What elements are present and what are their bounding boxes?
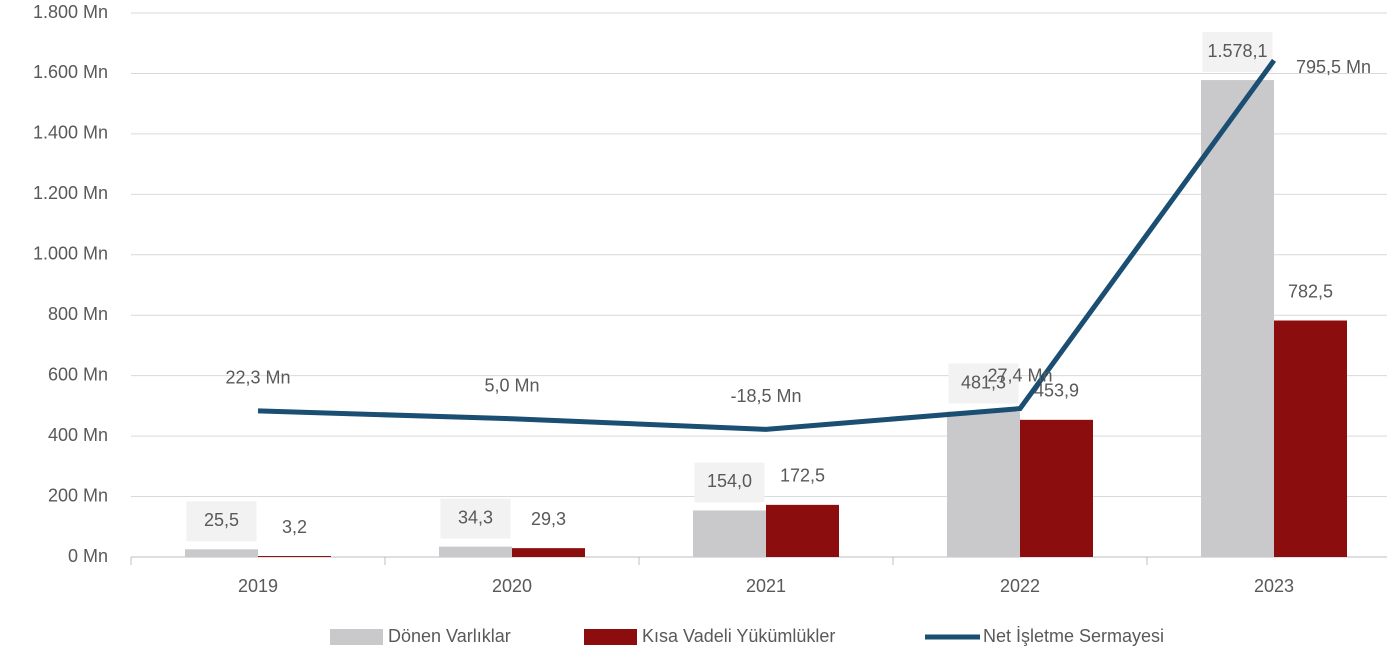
data-label: 34,3 [458, 507, 493, 527]
data-label-bg [948, 363, 1019, 404]
data-label: 25,5 [204, 510, 239, 530]
y-tick-label: 800 Mn [48, 304, 108, 324]
x-tick-label: 2023 [1254, 576, 1294, 596]
line-label: 795,5 Mn [1296, 57, 1371, 77]
data-label: 481,3 [961, 372, 1006, 392]
line [257, 58, 1277, 432]
bar [1201, 80, 1274, 557]
bar [1020, 419, 1093, 557]
line-label: -18,5 Mn [730, 386, 801, 406]
data-label-bg [1202, 32, 1273, 73]
y-tick-label: 1.200 Mn [33, 183, 108, 203]
line-label: 5,0 Mn [484, 375, 539, 395]
line-label: 27,4 Mn [987, 365, 1052, 385]
legend-label: Dönen Varlıklar [388, 626, 511, 646]
legend-swatch [584, 629, 637, 645]
bar [258, 556, 331, 557]
bar [766, 504, 839, 557]
data-label-bg [186, 501, 257, 542]
data-label: 1.578,1 [1207, 41, 1267, 61]
y-tick-label: 1.000 Mn [33, 244, 108, 264]
data-label-bg [694, 462, 765, 503]
y-tick-label: 0 Mn [68, 546, 108, 566]
x-tick-label: 2022 [1000, 576, 1040, 596]
y-tick-label: 600 Mn [48, 364, 108, 384]
bar [947, 411, 1020, 557]
bar [512, 548, 585, 557]
data-label: 453,9 [1034, 381, 1079, 401]
legend-label: Net İşletme Sermayesi [983, 626, 1164, 646]
y-tick-label: 400 Mn [48, 425, 108, 445]
bar [1274, 320, 1347, 557]
y-tick-label: 1.400 Mn [33, 123, 108, 143]
y-tick-label: 200 Mn [48, 485, 108, 505]
x-tick-label: 2020 [492, 576, 532, 596]
y-tick-label: 1.600 Mn [33, 62, 108, 82]
bar [439, 546, 512, 557]
data-label: 3,2 [282, 517, 307, 537]
legend-swatch [330, 629, 383, 645]
x-tick-label: 2021 [746, 576, 786, 596]
data-label: 154,0 [707, 471, 752, 491]
data-label: 29,3 [531, 509, 566, 529]
data-label: 782,5 [1288, 281, 1333, 301]
data-label-bg [440, 498, 511, 539]
x-tick-label: 2019 [238, 576, 278, 596]
bar [185, 549, 258, 557]
bar [693, 510, 766, 557]
legend-label: Kısa Vadeli Yükümlükler [642, 626, 835, 646]
data-label: 172,5 [780, 466, 825, 486]
y-tick-label: 1.800 Mn [33, 2, 108, 22]
line-label: 22,3 Mn [225, 368, 290, 388]
